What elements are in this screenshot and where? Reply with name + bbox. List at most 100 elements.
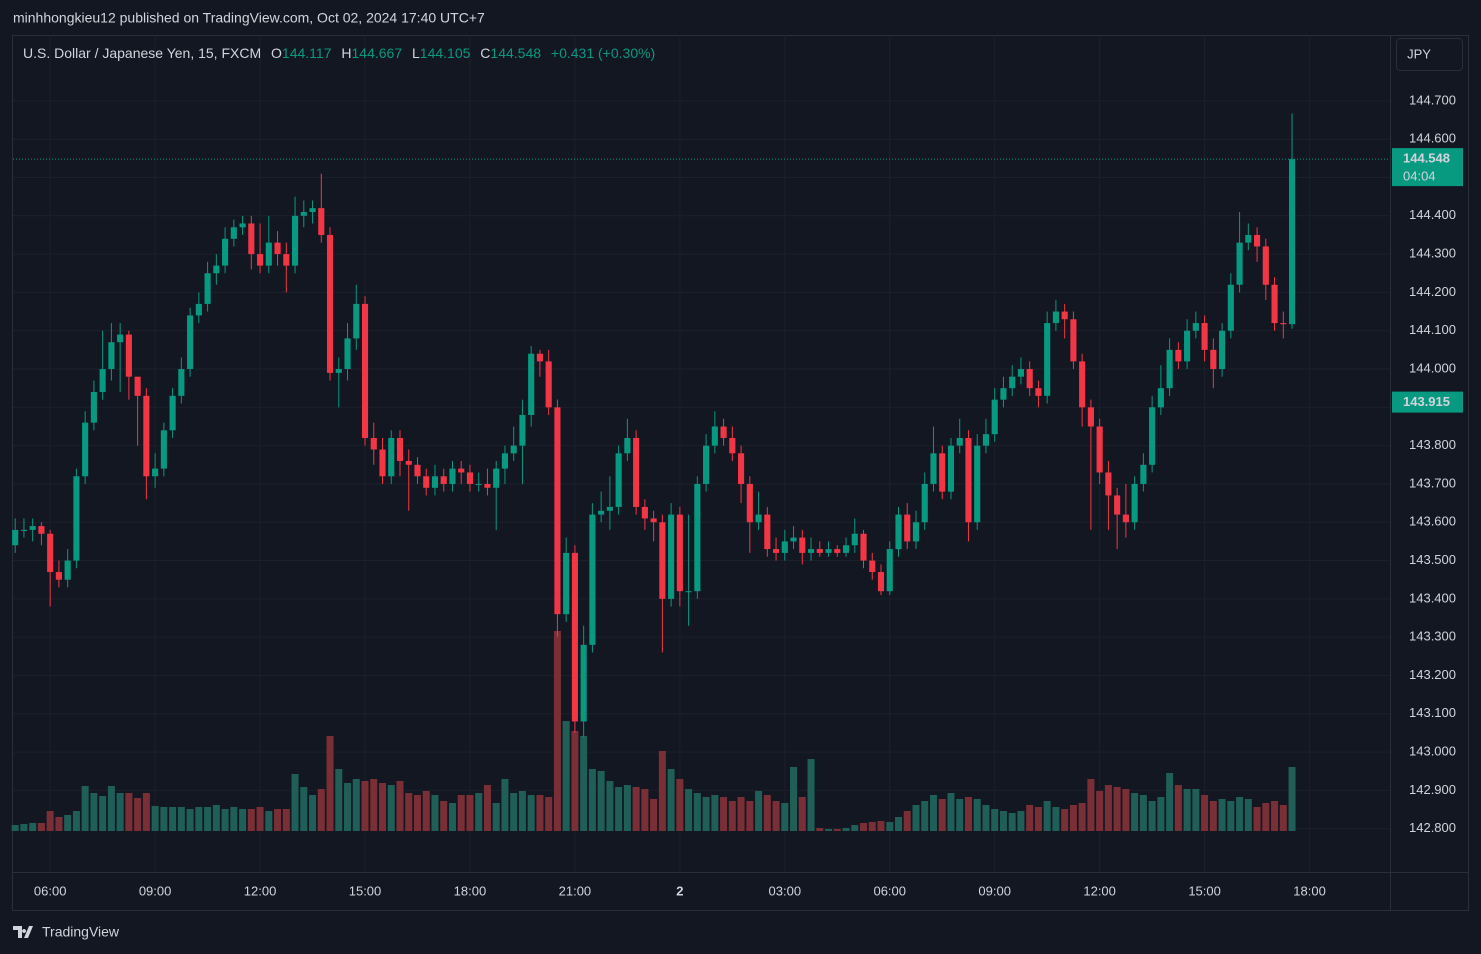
volume-bar [1096,791,1104,831]
candle-body [326,234,334,373]
candle-body [834,549,841,553]
candle-body [318,208,325,235]
candle-body [1140,464,1147,484]
volume-bar [807,759,815,831]
candle-body [108,342,115,370]
volume-bar [1026,805,1034,831]
volume-bar [597,771,605,831]
brand-name[interactable]: TradingView [42,924,120,940]
candle-body [1149,407,1156,465]
candle-body [1070,319,1077,362]
brand[interactable]: TradingView [13,924,120,940]
candle-body [720,426,727,438]
candle-body [204,273,211,304]
y-tick-label: 144.400 [1409,207,1456,222]
candle-body [274,242,281,255]
currency-button-box[interactable] [1396,38,1463,71]
reference-price-tag [1392,391,1463,413]
candle-body [484,483,491,488]
last-price-tag [1392,148,1463,187]
volume-bar [344,783,352,831]
candle-body [729,437,736,454]
candle-body [668,514,675,599]
y-tick-label: 143.000 [1409,744,1456,759]
candle-body [615,453,622,507]
legend-line: U.S. Dollar / Japanese Yen, 15, FXCM O14… [23,45,655,61]
candle-body [746,483,753,523]
candle-body [1096,426,1103,473]
candle-body [842,545,850,553]
volume-bar [1201,795,1209,831]
candle-body [1061,311,1068,320]
change: +0.431 (+0.30%) [551,45,655,61]
candle-body [152,468,159,477]
volume-bar [1192,789,1200,831]
candle-body [414,464,421,477]
candle-body [772,549,780,553]
candle-body [29,526,36,530]
volume-bar [1288,767,1296,831]
volume-bar [448,803,456,831]
y-tick-label: 142.800 [1409,820,1456,835]
volume-bar [212,805,220,831]
volume-bar [772,801,780,831]
volume-bar [457,795,465,831]
y-tick-label: 142.900 [1409,782,1456,797]
volume-bar [317,789,325,831]
volume-bar [545,797,553,831]
candle-body [1245,234,1252,243]
volume-bar [571,731,579,831]
volume-bar [221,809,229,831]
volume-bar [623,785,631,831]
volume-bar [1122,789,1130,831]
volume-bar [1148,801,1156,831]
candle-body [685,591,692,593]
candle-body [877,572,885,592]
candle-body [1026,369,1033,389]
candle-body [213,265,220,274]
volume-bar [816,828,824,831]
open-value: 144.117 [282,45,332,61]
currency-button[interactable]: JPY [1396,38,1463,71]
volume-bar [1087,779,1095,831]
volume-bar [606,781,614,831]
brand-logo[interactable] [13,926,33,938]
candle-body [755,514,762,523]
high-value: 144.667 [352,45,403,61]
volume-bar [728,801,736,831]
candle-body [1236,242,1243,285]
candle-body [1035,388,1042,396]
volume-bar [361,781,369,831]
y-tick-label: 143.700 [1409,475,1456,490]
volume-bar [711,795,719,831]
candle-body [1201,323,1208,350]
ohlc-label: L [412,45,420,61]
volume-bar [973,799,981,831]
candle-body [1009,376,1016,389]
candle-body [257,254,264,266]
candle-body [1210,349,1217,370]
candle-body [781,541,788,553]
volume-bar [431,795,439,831]
volume-bar [142,793,150,831]
x-tick-label: 06:00 [34,883,67,898]
volume-bar [510,793,518,831]
ohlc-label: H [341,45,351,61]
y-tick-label: 143.400 [1409,590,1456,605]
candle-body [1087,407,1094,427]
currency-button-label[interactable]: JPY [1407,46,1431,61]
candle-body [1131,483,1138,523]
candle-body [405,460,412,465]
volume-bar [1183,789,1191,831]
candle-body [510,445,517,454]
volume-bar [553,631,561,831]
volume-bar [204,807,212,831]
volume-bar [763,795,771,831]
candle-body [738,453,745,484]
x-tick-label: 18:00 [454,883,487,898]
candle-body [939,453,946,492]
candle-body [1122,514,1129,523]
volume-bar [755,791,763,831]
candle-body [790,537,797,542]
volume-bar [483,785,491,831]
